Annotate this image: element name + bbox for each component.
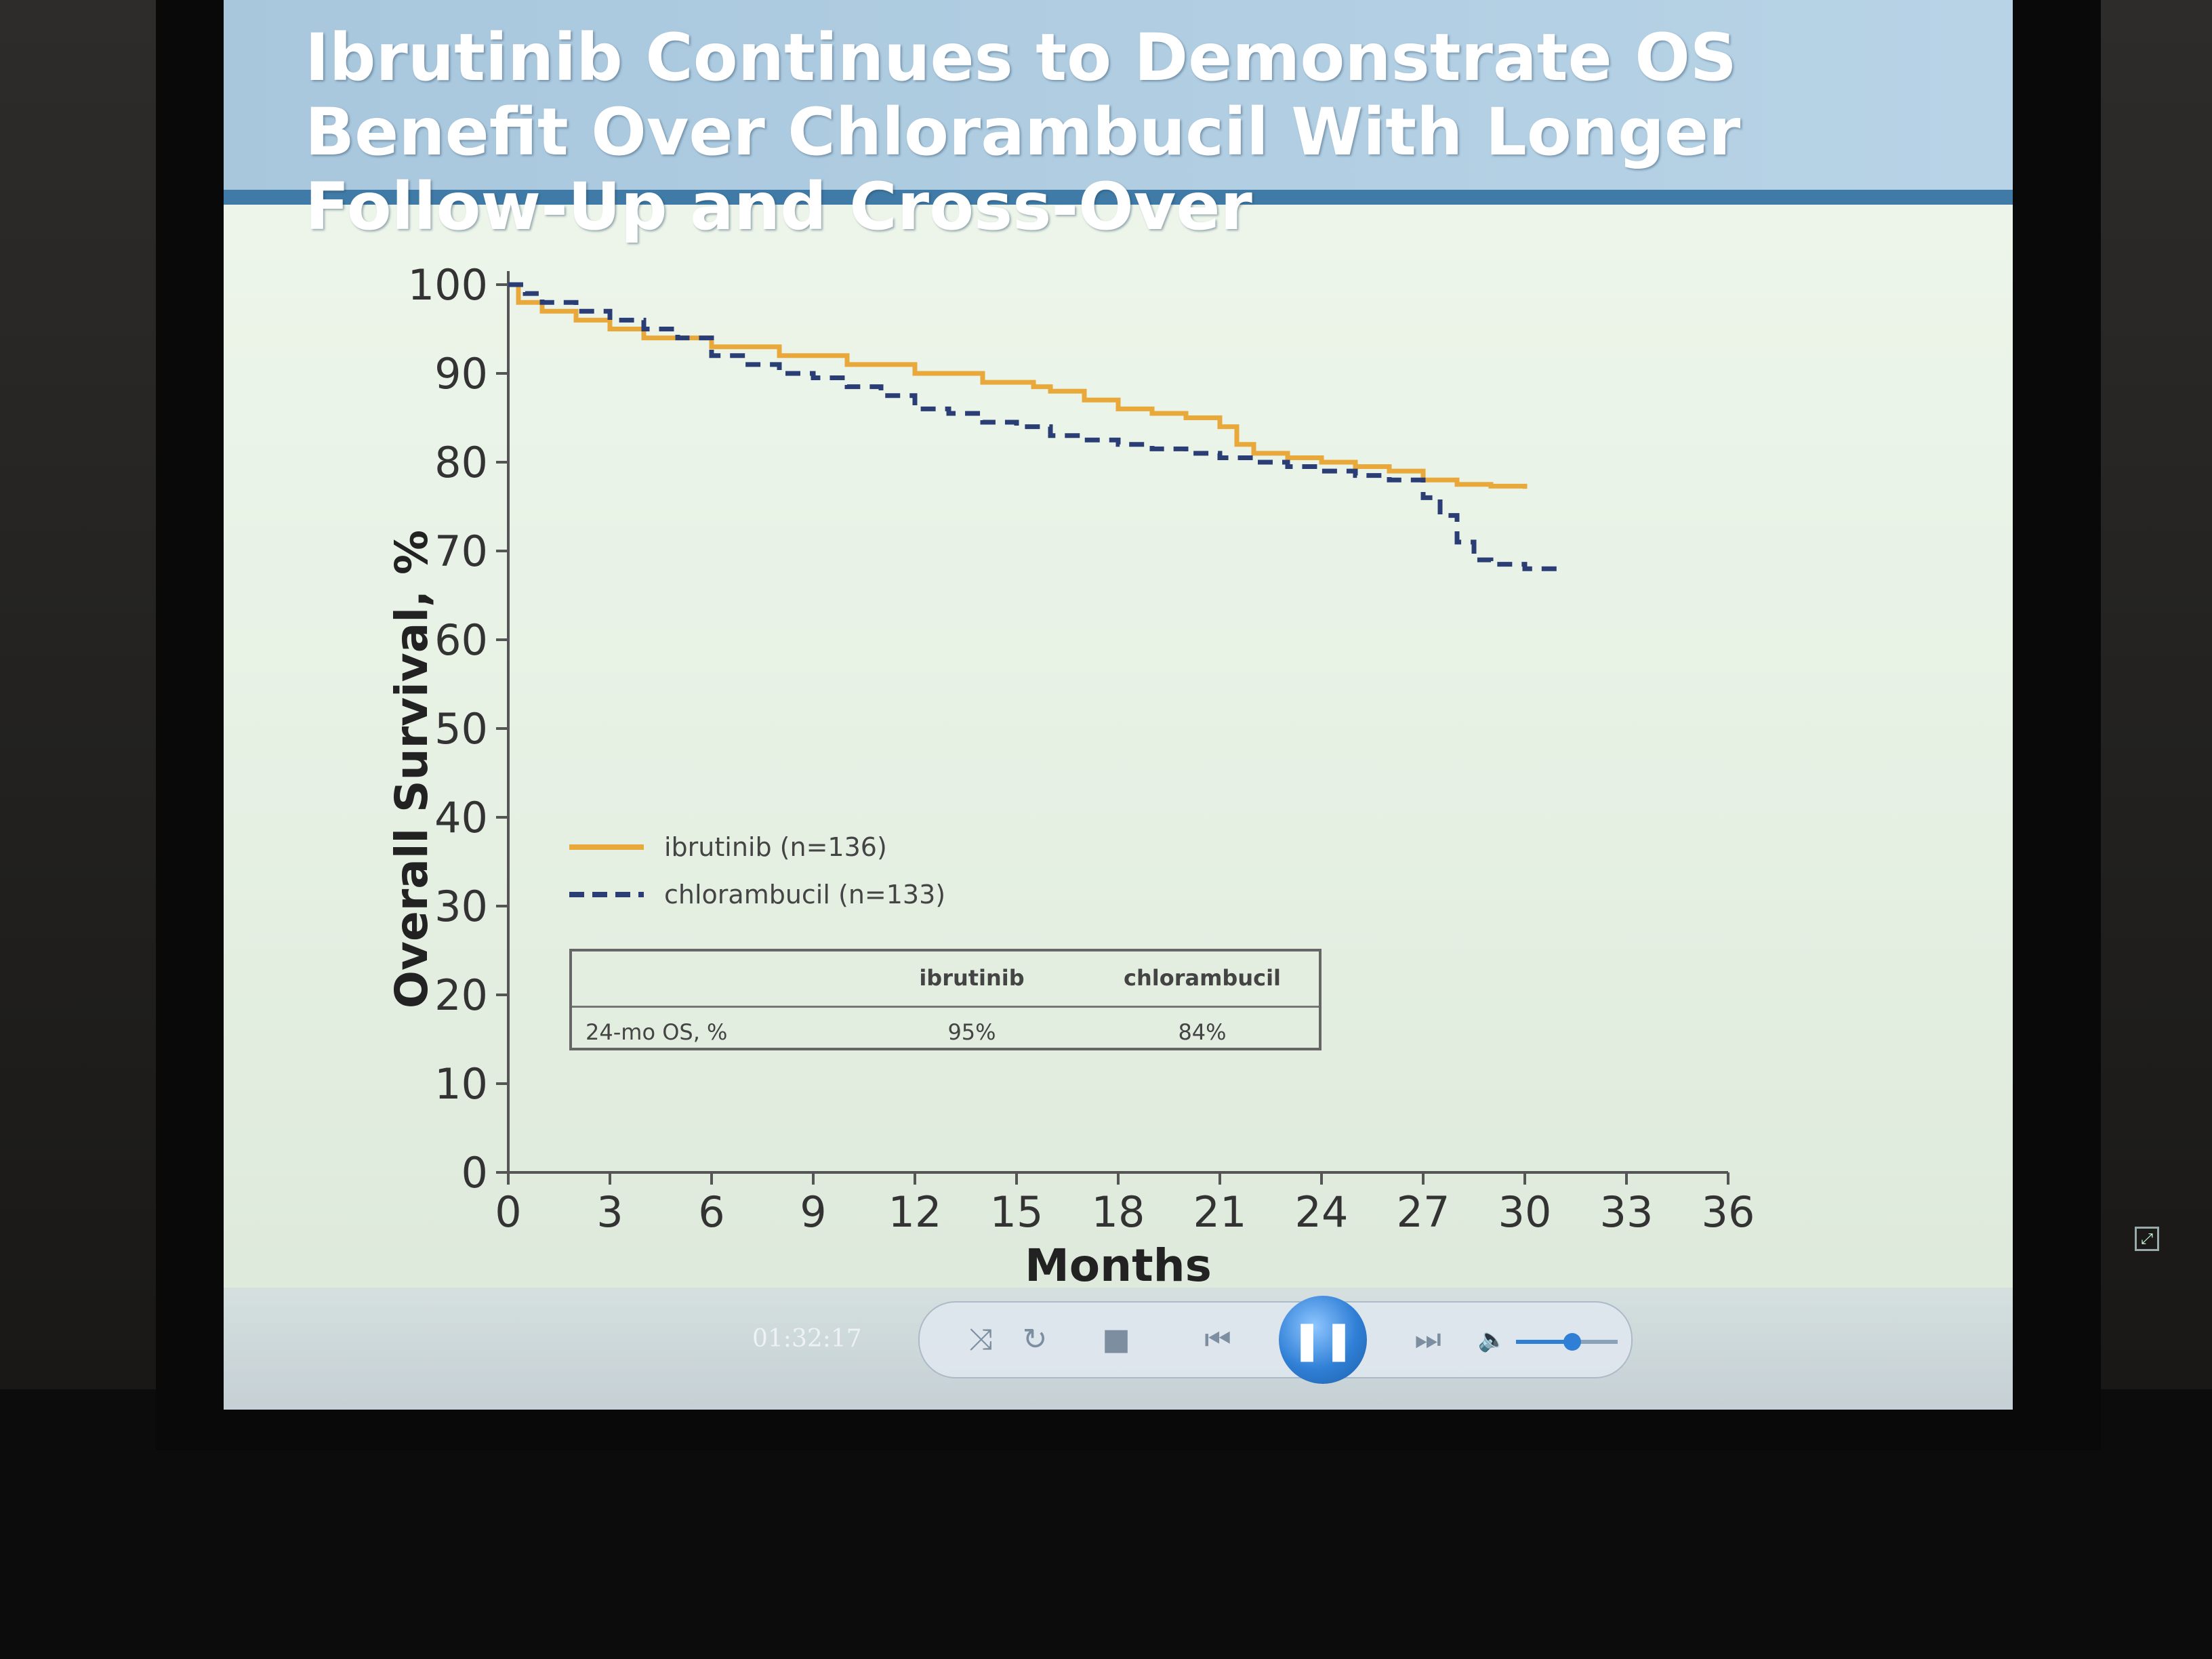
y-tick-label: 90	[434, 349, 488, 398]
y-tick-label: 20	[434, 970, 488, 1020]
y-tick-label: 60	[434, 615, 488, 665]
x-tick-label: 21	[1193, 1187, 1247, 1237]
legend-label: chlorambucil (n=133)	[664, 880, 945, 909]
y-tick-label: 70	[434, 527, 488, 576]
x-tick-label: 9	[800, 1187, 826, 1237]
y-tick-label: 40	[434, 793, 488, 842]
series-line-chlorambucil	[508, 282, 1559, 571]
x-tick-label: 30	[1498, 1187, 1552, 1237]
x-tick-label: 33	[1600, 1187, 1654, 1237]
os-table: ibrutinib chlorambucil 24-mo OS, % 95% 8…	[569, 949, 1322, 1050]
playback-time: 01:32:17	[752, 1325, 862, 1353]
speaker-icon[interactable]: 🔈	[1477, 1326, 1507, 1353]
x-tick-label: 6	[698, 1187, 724, 1237]
x-tick-label: 12	[888, 1187, 942, 1237]
header-rule	[224, 190, 2013, 205]
y-tick-label: 30	[434, 882, 488, 931]
slide-title: Ibrutinib Continues to Demonstrate OS Be…	[305, 20, 1741, 245]
volume-slider[interactable]	[1516, 1333, 1618, 1351]
x-axis-title: Months	[1025, 1240, 1212, 1288]
series-line-ibrutinib	[508, 282, 1528, 489]
os-table-value: 84%	[1178, 1019, 1227, 1045]
x-tick-label: 24	[1295, 1187, 1349, 1237]
x-tick-label: 15	[990, 1187, 1044, 1237]
y-tick-label: 80	[434, 438, 488, 487]
media-player-controls: 01:32:17 ⤨ ↻ ■ ⏮ ❚❚ ⏭ 🔈	[224, 1288, 2013, 1410]
os-table-header	[572, 951, 1319, 1008]
y-axis-title: Overall Survival, %	[386, 530, 438, 1008]
chart-series	[508, 282, 1559, 571]
os-table-value: 95%	[947, 1019, 996, 1045]
x-tick-label: 3	[596, 1187, 623, 1237]
slide-header	[224, 0, 2013, 190]
x-tick-label: 0	[495, 1187, 521, 1237]
pause-icon[interactable]: ❚❚	[1279, 1296, 1367, 1384]
y-tick-label: 0	[462, 1148, 488, 1197]
player-control-group: ⤨ ↻ ■ ⏮ ❚❚ ⏭ 🔈	[918, 1296, 1633, 1384]
x-tick-label: 36	[1702, 1187, 1755, 1237]
volume-knob[interactable]	[1563, 1333, 1581, 1351]
volume-fill	[1516, 1340, 1572, 1344]
legend-label: ibrutinib (n=136)	[664, 832, 887, 862]
os-table-header-cell: chlorambucil	[1123, 965, 1281, 991]
y-tick-label: 50	[434, 704, 488, 754]
previous-icon[interactable]: ⏮	[1204, 1322, 1231, 1357]
y-tick-label: 100	[408, 260, 488, 310]
shuffle-icon[interactable]: ⤨	[968, 1322, 993, 1357]
repeat-icon[interactable]: ↻	[1022, 1322, 1048, 1357]
x-tick-label: 27	[1397, 1187, 1450, 1237]
y-tick-label: 10	[434, 1059, 488, 1109]
os-table-row-label: 24-mo OS, %	[586, 1019, 728, 1045]
fullscreen-icon[interactable]: ⤢	[2135, 1227, 2159, 1251]
next-icon[interactable]: ⏭	[1414, 1322, 1441, 1357]
chart-legend: ibrutinib (n=136) chlorambucil (n=133)	[569, 832, 945, 909]
stop-icon[interactable]: ■	[1102, 1322, 1130, 1357]
x-tick-label: 18	[1092, 1187, 1145, 1237]
os-table-header-cell: ibrutinib	[919, 965, 1025, 991]
presentation-slide: Ibrutinib Continues to Demonstrate OS Be…	[224, 0, 2013, 1410]
